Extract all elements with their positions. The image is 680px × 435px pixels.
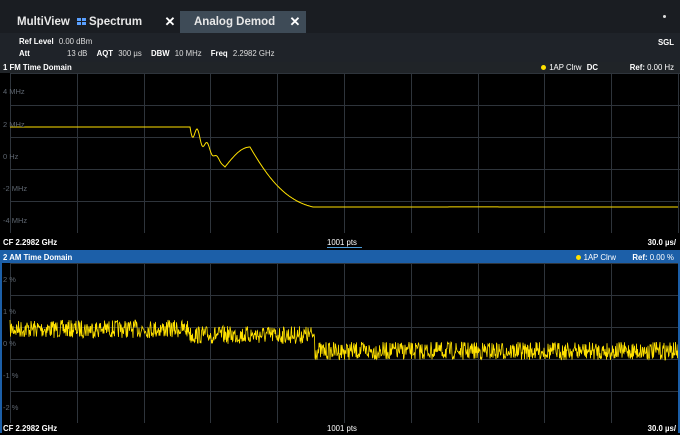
window-1-trace-info: 1AP Clrw DC [541, 62, 598, 73]
am-time-domain-plot[interactable]: 2 % 1 % 0 % -1 % -2 % [0, 263, 680, 423]
freq-value: 2.2982 GHz [232, 49, 275, 58]
ref-level-value: 0.00 dBm [58, 37, 93, 46]
center-frequency: CF 2.2982 GHz [3, 238, 58, 247]
freq-label: Freq [210, 49, 228, 58]
window-2-ref-label: Ref: [632, 253, 648, 262]
dbw-value: 10 MHz [174, 49, 202, 58]
window-2-trace-label: 1AP Clrw [583, 253, 616, 262]
window-1-title: 1 FM Time Domain [3, 63, 72, 72]
ref-level-label: Ref Level [19, 37, 54, 46]
y-tick-label: 4 MHz [3, 87, 25, 96]
tab-bar: MultiView Spectrum ✕ Analog Demod ✕ [0, 0, 680, 33]
tab-analog-demod-bg [180, 11, 306, 33]
time-per-division: 30.0 µs/ [647, 238, 676, 247]
sweep-points: 1001 pts [327, 238, 357, 247]
am-trace-line [9, 319, 679, 361]
window-2-ref-value: 0.00 % [649, 253, 674, 262]
window-2-right-border [678, 263, 680, 433]
tab-spectrum[interactable]: Spectrum [89, 11, 142, 33]
aqt-label: AQT [96, 49, 114, 58]
y-tick-label: 0 % [3, 339, 16, 348]
window-2-title-bar[interactable]: 2 AM Time Domain 1AP Clrw Ref: 0.00 % [0, 252, 680, 263]
tab-analog-demod-label: Analog Demod [194, 16, 276, 28]
window-1-trace-label: 1AP Clrw [549, 63, 582, 72]
trace-dot-icon [575, 255, 581, 261]
time-per-division: 30.0 µs/ [647, 424, 676, 433]
fm-time-domain-plot[interactable]: 4 MHz 2 MHz 0 Hz -2 MHz -4 MHz [0, 73, 680, 233]
close-icon[interactable]: ✕ [289, 14, 301, 29]
y-tick-label: -2 MHz [3, 184, 28, 193]
measurement-parameters: Ref Level 0.00 dBm Att 13 dB AQT 300 µs … [0, 33, 680, 62]
window-2-title: 2 AM Time Domain [3, 253, 73, 262]
window-1-footer: CF 2.2982 GHz 1001 pts 30.0 µs/ [0, 237, 680, 249]
window-1-dc-label: DC [586, 63, 598, 72]
att-value: 13 dB [67, 49, 88, 58]
y-tick-label: -2 % [3, 403, 19, 412]
window-1-ref: Ref: 0.00 Hz [630, 62, 674, 73]
window-2-left-border [0, 263, 2, 433]
y-tick-label: 2 % [3, 275, 16, 284]
dbw-label: DBW [150, 49, 170, 58]
y-tick-label: 1 % [3, 307, 16, 316]
center-frequency: CF 2.2982 GHz [3, 424, 58, 433]
fm-time-domain-chart [10, 73, 680, 233]
sgl-indicator: SGL [657, 38, 674, 47]
window-1-ref-value: 0.00 Hz [647, 63, 674, 72]
active-window-accent [0, 250, 680, 252]
att-label: Att [19, 49, 30, 58]
y-tick-label: -1 % [3, 371, 19, 380]
y-tick-label: 2 MHz [3, 120, 25, 129]
tab-spectrum-label: Spectrum [89, 16, 143, 28]
fm-trace-line [10, 126, 678, 208]
aqt-value: 300 µs [118, 49, 142, 58]
close-icon[interactable]: ✕ [164, 14, 176, 29]
window-1-title-bar[interactable]: 1 FM Time Domain 1AP Clrw DC Ref: 0.00 H… [0, 62, 680, 73]
trace-dot-icon [541, 65, 547, 71]
y-tick-label: 0 Hz [3, 152, 19, 161]
sweep-points: 1001 pts [327, 424, 357, 433]
tab-analog-demod[interactable]: Analog Demod [194, 11, 275, 33]
points-indicator-line [327, 247, 362, 248]
grid-icon [76, 18, 87, 26]
overflow-menu-icon[interactable] [663, 15, 666, 18]
am-time-domain-chart [9, 263, 680, 423]
y-tick-label: -4 MHz [3, 216, 28, 225]
tab-multiview-label: MultiView [17, 16, 70, 28]
tab-multiview[interactable]: MultiView [17, 11, 93, 33]
window-2-ref: Ref: 0.00 % [632, 252, 674, 263]
window-2-trace-info: 1AP Clrw [575, 252, 616, 263]
window-2-footer: CF 2.2982 GHz 1001 pts 30.0 µs/ [0, 423, 680, 435]
window-1-ref-label: Ref: [629, 63, 645, 72]
